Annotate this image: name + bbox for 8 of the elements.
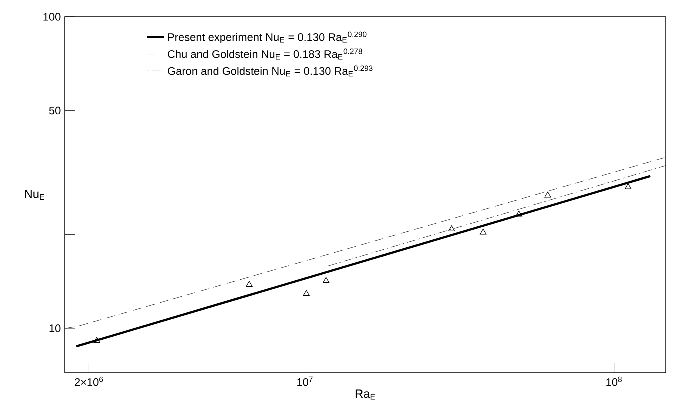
y-axis-title: Nu$_{E}$ <box>25 190 44 200</box>
x-axis-title: Ra$_{E}$ <box>356 390 376 400</box>
y-tick-label: 50 <box>49 106 61 115</box>
y-tick-label: 100 <box>44 13 61 21</box>
x-tick-label: 10$^{8}$ <box>606 376 622 386</box>
x-tick-label: 2×10$^{6}$ <box>75 376 104 386</box>
y-tick-label: 10 <box>50 324 61 332</box>
x-tick-label: 10$^{7}$ <box>298 376 313 386</box>
